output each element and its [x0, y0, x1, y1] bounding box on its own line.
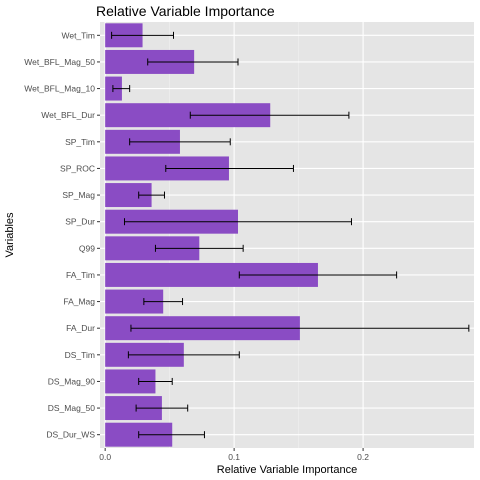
- x-tick-layer: 0.0 0.1 0.2: [99, 448, 369, 462]
- y-tick-label: DS_Tim: [65, 350, 95, 360]
- bar-fa-tim: [105, 262, 318, 287]
- y-tick-label: Wet_BFL_Dur: [41, 110, 95, 120]
- bar-ds-mag-90: [105, 369, 156, 394]
- y-tick-label: DS_Dur_WS: [46, 430, 95, 440]
- y-tick-label: DS_Mag_90: [48, 376, 96, 386]
- y-tick-label: SP_Tim: [65, 137, 95, 147]
- bar-wet-bfl-dur: [105, 103, 271, 128]
- bar-layer: [105, 23, 318, 447]
- bar-fa-mag: [105, 289, 164, 314]
- y-tick-label: SP_ROC: [60, 163, 95, 173]
- y-tick-label: FA_Dur: [66, 323, 95, 333]
- y-tick-label: DS_Mag_50: [48, 403, 96, 413]
- y-tick-label: Wet_BFL_Mag_50: [24, 57, 95, 67]
- y-tick-label: FA_Mag: [63, 297, 95, 307]
- y-axis-title: Variables: [4, 212, 16, 258]
- x-tick-label: 0.0: [99, 452, 111, 462]
- x-tick-label: 0.1: [228, 452, 240, 462]
- bar-sp-mag: [105, 183, 152, 208]
- errorbar-layer: [111, 31, 470, 439]
- y-tick-label: SP_Mag: [62, 190, 95, 200]
- y-tick-label: Wet_Tim: [61, 30, 95, 40]
- y-tick-label: SP_Dur: [65, 217, 95, 227]
- chart-title: Relative Variable Importance: [96, 3, 275, 19]
- x-axis-title: Relative Variable Importance: [217, 464, 357, 476]
- x-tick-label: 0.2: [357, 452, 369, 462]
- plot-panel: [100, 22, 474, 448]
- y-tick-label: FA_Tim: [66, 270, 95, 280]
- y-tick-layer: Wet_Tim Wet_BFL_Mag_50 Wet_BFL_Mag_10 Wet_B…: [24, 30, 100, 440]
- bar-q99: [105, 236, 200, 261]
- bar-ds-mag-50: [105, 396, 162, 421]
- y-tick-label: Wet_BFL_Mag_10: [24, 84, 95, 94]
- y-tick-label: Q99: [79, 243, 95, 253]
